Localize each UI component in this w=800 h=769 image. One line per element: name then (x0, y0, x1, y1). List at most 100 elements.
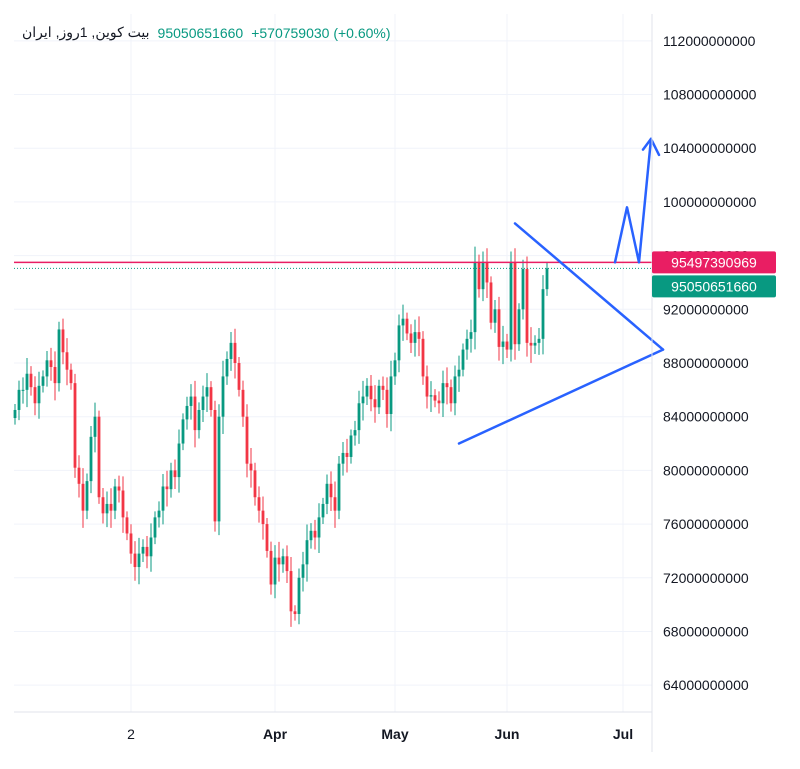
candle-body (217, 416, 221, 522)
candle-body (429, 395, 433, 397)
candle-body (345, 452, 349, 457)
candle-body (145, 546, 149, 557)
y-tick-label: 72000000000 (663, 570, 749, 586)
candle-body (489, 282, 493, 323)
candle-body (277, 557, 281, 565)
y-tick-label: 64000000000 (663, 677, 749, 693)
candle-body (401, 318, 405, 326)
candle-body (233, 342, 237, 363)
candle-body (521, 269, 525, 310)
candle-body (353, 430, 357, 436)
candle-body (321, 503, 325, 518)
candle-body (541, 289, 545, 339)
candle-body (265, 524, 269, 551)
candle-body (485, 262, 489, 283)
candle-body (189, 396, 193, 406)
y-tick-label: 108000000000 (663, 87, 757, 103)
candle-body (525, 269, 529, 343)
candle-body (29, 373, 33, 388)
candle-body (269, 550, 273, 585)
candle-body (361, 396, 365, 404)
y-tick-label: 104000000000 (663, 140, 757, 156)
candles (13, 246, 549, 627)
price-label-box (652, 275, 776, 298)
candle-body (253, 470, 257, 498)
candle-body (257, 497, 261, 511)
x-tick-label: 2 (127, 726, 135, 742)
candle-body (201, 396, 205, 410)
candle-body (297, 577, 301, 615)
candle-body (181, 419, 185, 444)
candle-body (449, 387, 453, 404)
candle-body (369, 385, 373, 400)
candle-body (273, 557, 277, 585)
candle-body (229, 342, 233, 359)
candle-body (337, 463, 341, 511)
x-tick-label: May (381, 726, 408, 742)
candle-body (349, 435, 353, 457)
legend: بيت كوين, 1روز, ایران 95050651660 +57075… (22, 24, 391, 41)
axis-frame (14, 14, 653, 752)
y-axis: 64000000000 68000000000 72000000000 7600000… (663, 33, 757, 693)
candle-body (97, 416, 101, 498)
candle-body (289, 571, 293, 612)
candle-body (149, 537, 153, 557)
candle-body (281, 556, 285, 565)
candle-body (333, 497, 337, 511)
y-tick-label: 68000000000 (663, 623, 749, 639)
candle-body (261, 510, 265, 525)
candle-body (21, 389, 25, 391)
candle-body (37, 385, 41, 404)
candle-body (209, 387, 213, 410)
candle-body (497, 309, 501, 347)
candle-body (537, 338, 541, 343)
candle-body (197, 409, 201, 431)
candle-body (293, 611, 297, 615)
candle-body (53, 367, 57, 384)
candle-body (205, 387, 209, 397)
candle-body (413, 332, 417, 343)
candle-body (221, 376, 225, 417)
candle-body (529, 342, 533, 346)
candle-body (157, 510, 161, 518)
candle-body (133, 553, 137, 568)
y-tick-label: 76000000000 (663, 516, 749, 532)
legend-change: +570759030 (+0.60%) (251, 24, 391, 41)
candle-body (33, 387, 37, 404)
candle-body (393, 360, 397, 377)
candle-body (341, 452, 345, 464)
x-tick-label: Jun (495, 726, 520, 742)
candle-body (381, 385, 385, 390)
candle-body (73, 383, 77, 468)
candle-body (225, 358, 229, 377)
candle-body (357, 403, 361, 431)
candle-body (397, 325, 401, 361)
x-tick-label: Apr (263, 726, 288, 742)
candle-body (85, 481, 89, 511)
drawings (457, 137, 665, 445)
candle-body (493, 309, 497, 323)
candle-body (389, 376, 393, 415)
x-axis: 2 Apr May Jun Jul (127, 726, 633, 742)
candle-body (517, 309, 521, 345)
candle-body (105, 503, 109, 514)
candle-body (513, 262, 517, 345)
candle-body (441, 383, 445, 404)
candle-body (17, 389, 21, 410)
candle-body (481, 262, 485, 290)
candle-body (165, 486, 169, 490)
candle-body (137, 553, 141, 568)
candle-body (509, 262, 513, 350)
candle-body (301, 564, 305, 578)
candle-body (161, 486, 165, 511)
candle-body (317, 517, 321, 538)
candle-body (453, 376, 457, 404)
candle-body (465, 338, 469, 350)
y-tick-label: 112000000000 (663, 33, 756, 49)
candle-body (173, 470, 177, 478)
candle-body (169, 470, 173, 490)
grid (14, 14, 652, 712)
candle-body (61, 329, 65, 353)
